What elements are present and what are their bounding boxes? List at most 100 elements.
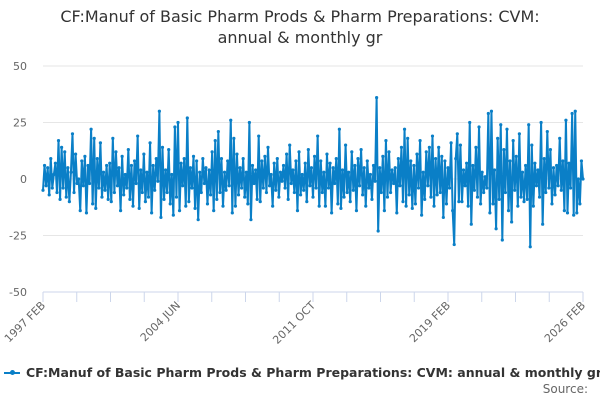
data-point[interactable] bbox=[53, 161, 58, 165]
data-point[interactable] bbox=[330, 211, 334, 215]
data-point[interactable] bbox=[176, 120, 180, 125]
data-point[interactable] bbox=[325, 152, 329, 156]
data-point[interactable] bbox=[78, 209, 82, 213]
data-point[interactable] bbox=[506, 209, 511, 213]
data-point[interactable] bbox=[105, 163, 109, 168]
data-point[interactable] bbox=[229, 118, 233, 122]
data-point[interactable] bbox=[109, 200, 113, 204]
data-point[interactable] bbox=[213, 138, 217, 143]
data-point[interactable] bbox=[368, 172, 373, 177]
data-point[interactable] bbox=[356, 157, 360, 161]
data-point[interactable] bbox=[60, 145, 64, 149]
data-point[interactable] bbox=[80, 159, 84, 163]
data-point[interactable] bbox=[69, 170, 73, 174]
data-point[interactable] bbox=[555, 163, 559, 168]
data-point[interactable] bbox=[350, 150, 354, 154]
data-point[interactable] bbox=[362, 166, 366, 170]
data-point[interactable] bbox=[395, 211, 399, 215]
data-point[interactable] bbox=[227, 184, 231, 188]
data-point[interactable] bbox=[134, 181, 138, 186]
data-point[interactable] bbox=[371, 163, 376, 168]
data-point[interactable] bbox=[195, 159, 199, 163]
data-point[interactable] bbox=[378, 166, 382, 170]
data-point[interactable] bbox=[365, 159, 369, 163]
data-point[interactable] bbox=[477, 125, 481, 129]
data-point[interactable] bbox=[215, 197, 219, 201]
data-point[interactable] bbox=[545, 129, 549, 134]
data-point[interactable] bbox=[204, 166, 208, 170]
data-point[interactable] bbox=[579, 159, 584, 163]
data-point[interactable] bbox=[226, 159, 230, 163]
data-point[interactable] bbox=[292, 190, 296, 195]
data-point[interactable] bbox=[128, 197, 132, 201]
data-point[interactable] bbox=[482, 190, 486, 195]
data-point[interactable] bbox=[136, 134, 140, 138]
data-point[interactable] bbox=[188, 166, 193, 170]
data-point[interactable] bbox=[343, 143, 348, 147]
data-point[interactable] bbox=[376, 229, 380, 233]
data-point[interactable] bbox=[342, 195, 346, 199]
data-point[interactable] bbox=[244, 170, 248, 174]
data-point[interactable] bbox=[519, 195, 523, 199]
data-point[interactable] bbox=[420, 213, 424, 217]
data-point[interactable] bbox=[458, 143, 463, 147]
data-point[interactable] bbox=[537, 195, 542, 199]
data-point[interactable] bbox=[261, 186, 265, 190]
data-point[interactable] bbox=[426, 184, 430, 188]
data-point[interactable] bbox=[139, 168, 143, 172]
data-point[interactable] bbox=[160, 145, 165, 149]
data-point[interactable] bbox=[187, 200, 191, 204]
data-point[interactable] bbox=[416, 186, 421, 190]
data-point[interactable] bbox=[461, 168, 466, 172]
data-point[interactable] bbox=[485, 186, 489, 190]
data-point[interactable] bbox=[181, 184, 185, 188]
data-point[interactable] bbox=[446, 166, 450, 170]
data-point[interactable] bbox=[156, 179, 160, 183]
data-point[interactable] bbox=[353, 163, 357, 168]
data-point[interactable] bbox=[120, 154, 124, 158]
data-point[interactable] bbox=[486, 111, 490, 116]
data-point[interactable] bbox=[393, 166, 397, 170]
data-point[interactable] bbox=[305, 200, 309, 204]
data-point[interactable] bbox=[205, 202, 210, 206]
data-point[interactable] bbox=[541, 222, 545, 226]
data-point[interactable] bbox=[508, 159, 512, 163]
data-point[interactable] bbox=[517, 132, 521, 136]
data-point[interactable] bbox=[323, 204, 328, 208]
data-point[interactable] bbox=[564, 118, 568, 122]
data-point[interactable] bbox=[567, 161, 571, 165]
data-point[interactable] bbox=[267, 184, 272, 188]
data-point[interactable] bbox=[281, 163, 286, 168]
data-point[interactable] bbox=[316, 134, 320, 138]
data-point[interactable] bbox=[236, 193, 241, 197]
data-point[interactable] bbox=[575, 211, 579, 215]
data-point[interactable] bbox=[309, 166, 314, 170]
data-point[interactable] bbox=[55, 190, 59, 195]
data-point[interactable] bbox=[91, 202, 95, 206]
data-point[interactable] bbox=[264, 190, 269, 195]
data-point[interactable] bbox=[466, 204, 470, 208]
data-point[interactable] bbox=[337, 127, 341, 131]
data-point[interactable] bbox=[503, 190, 508, 195]
data-point[interactable] bbox=[112, 190, 116, 195]
data-point[interactable] bbox=[392, 181, 396, 186]
data-point[interactable] bbox=[221, 204, 225, 208]
data-point[interactable] bbox=[413, 202, 418, 206]
data-point[interactable] bbox=[240, 186, 244, 190]
data-point[interactable] bbox=[463, 184, 467, 188]
data-point[interactable] bbox=[525, 197, 529, 201]
data-point[interactable] bbox=[429, 195, 433, 199]
data-point[interactable] bbox=[224, 188, 228, 192]
data-point[interactable] bbox=[174, 195, 179, 199]
data-point[interactable] bbox=[84, 211, 89, 215]
data-point[interactable] bbox=[218, 190, 222, 195]
data-point[interactable] bbox=[184, 204, 188, 208]
data-point[interactable] bbox=[443, 159, 447, 163]
data-point[interactable] bbox=[528, 245, 532, 249]
legend-item[interactable]: CF:Manuf of Basic Pharm Prods & Pharm Pr… bbox=[4, 365, 600, 380]
data-point[interactable] bbox=[433, 157, 438, 161]
data-point[interactable] bbox=[398, 184, 402, 188]
data-point[interactable] bbox=[558, 136, 562, 140]
data-point[interactable] bbox=[157, 109, 161, 113]
data-point[interactable] bbox=[123, 172, 127, 177]
